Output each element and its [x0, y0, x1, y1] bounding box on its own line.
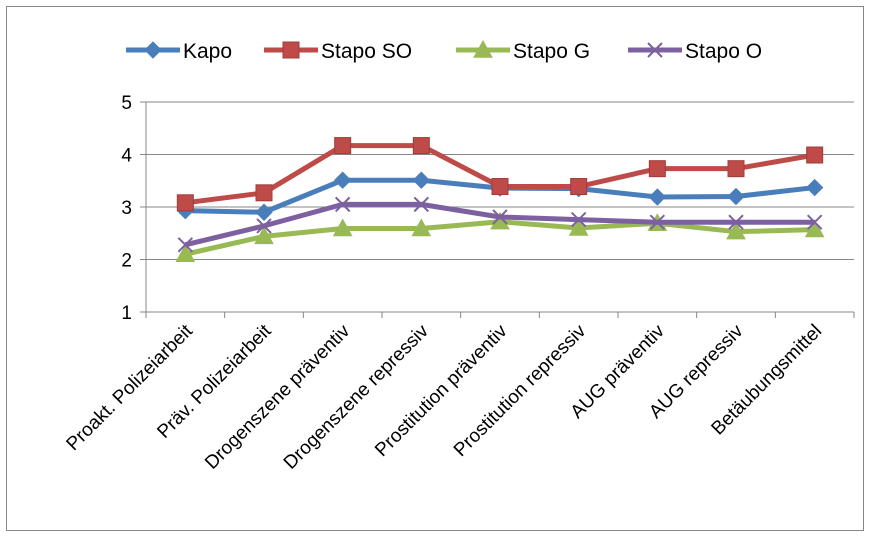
series-layer	[175, 137, 825, 262]
data-point	[648, 188, 667, 206]
x-tick-label: Drogenszene präventiv	[201, 320, 354, 473]
legend: Kapo Stapo SO Stapo G Stapo O	[126, 39, 762, 63]
x-tick-label: Proakt. Polizeiarbeit	[63, 320, 198, 455]
data-point	[570, 178, 588, 196]
data-point	[411, 218, 432, 237]
data-point	[254, 226, 274, 245]
series-stapo-so	[176, 137, 824, 212]
data-point	[804, 219, 825, 238]
data-point	[334, 137, 352, 155]
axes	[140, 101, 855, 318]
data-point	[806, 214, 823, 230]
y-tick-labels: 1 2 3 4 5	[121, 93, 132, 324]
legend-marker	[144, 41, 162, 59]
legend-item: Stapo SO	[264, 40, 412, 63]
data-point	[255, 203, 273, 221]
legend-item: Stapo O	[628, 40, 762, 63]
data-point	[726, 221, 746, 240]
chart-frame	[6, 6, 864, 531]
legend-label: Stapo O	[685, 40, 762, 63]
y-tick-label: 4	[121, 146, 132, 167]
data-point	[256, 218, 272, 234]
data-point	[727, 160, 745, 178]
x-tick-label: Prostitution präventiv	[371, 320, 512, 461]
legend-label: Stapo SO	[321, 40, 412, 63]
legend-item: Kapo	[126, 40, 232, 63]
y-tick-label: 1	[121, 303, 132, 324]
legend-marker	[473, 39, 493, 58]
y-tick-label: 3	[121, 198, 132, 219]
data-point	[255, 184, 273, 202]
x-tick-label: Drogenszene repressiv	[280, 320, 433, 473]
data-point	[568, 217, 589, 236]
data-point	[805, 178, 824, 197]
legend-marker	[282, 41, 300, 59]
data-point	[648, 160, 666, 178]
legend-item: Stapo G	[456, 39, 590, 63]
data-point	[412, 171, 431, 189]
data-point	[491, 178, 509, 196]
data-point	[175, 244, 196, 262]
legend-label: Kapo	[183, 40, 232, 63]
data-point	[176, 194, 194, 212]
data-point	[570, 211, 587, 228]
y-tick-label: 2	[121, 251, 132, 272]
data-point	[649, 214, 666, 230]
data-point	[333, 171, 352, 189]
data-point	[492, 209, 508, 225]
legend-marker	[647, 42, 663, 58]
data-point	[332, 218, 353, 237]
data-point	[412, 137, 430, 155]
legend-label: Stapo G	[513, 40, 590, 63]
series-stapo-o	[177, 196, 823, 253]
data-point	[728, 214, 744, 230]
data-point	[727, 187, 745, 206]
data-point	[806, 146, 824, 164]
x-tick-label: Prostitution repressiv	[450, 320, 591, 461]
data-point	[413, 196, 430, 213]
y-tick-label: 5	[121, 93, 132, 114]
data-point	[177, 237, 194, 253]
data-point	[334, 196, 351, 213]
